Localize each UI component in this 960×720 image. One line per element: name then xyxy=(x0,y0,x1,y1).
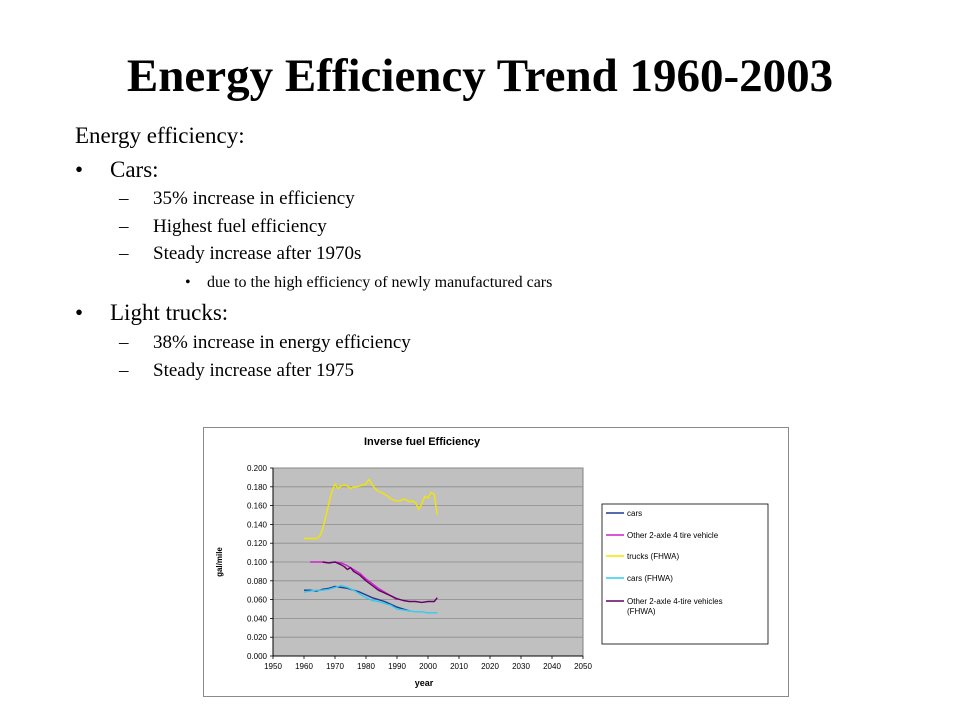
legend-label: cars (FHWA) xyxy=(627,574,673,583)
x-tick-label: 1990 xyxy=(388,662,406,671)
x-tick-label: 2010 xyxy=(450,662,468,671)
y-tick-label: 0.040 xyxy=(247,614,268,623)
bullet-label-light-trucks: Light trucks: xyxy=(110,300,229,325)
series-line-4 xyxy=(303,584,438,614)
x-tick-label: 2040 xyxy=(543,662,561,671)
x-tick-label: 2020 xyxy=(481,662,499,671)
y-tick-label: 0.020 xyxy=(247,633,268,642)
bullet-marker: • xyxy=(185,274,191,291)
y-tick-label: 0.160 xyxy=(247,502,268,511)
chart-title: Inverse fuel Efficiency xyxy=(364,436,481,448)
series-line-5 xyxy=(322,561,438,604)
legend-label: Other 2-axle 4-tire vehicles xyxy=(627,597,723,606)
sub-bullet-text: 35% increase in efficiency xyxy=(153,188,355,209)
y-tick-label: 0.120 xyxy=(247,539,268,548)
y-tick-label: 0.100 xyxy=(247,558,268,567)
y-tick-label: 0.060 xyxy=(247,596,268,605)
sub-bullet-text: Steady increase after 1975 xyxy=(153,360,354,381)
x-tick-label: 1970 xyxy=(326,662,344,671)
chart-frame: Inverse fuel Efficiency 0.000 0.020 0.040 0.… xyxy=(203,427,789,697)
x-tick-label: 1950 xyxy=(264,662,282,671)
sub-bullet-text: Steady increase after 1970s xyxy=(153,243,362,264)
dash-marker: – xyxy=(119,332,129,353)
bullet-marker: • xyxy=(75,300,84,325)
dash-marker: – xyxy=(119,243,129,264)
sub-bullet-text: Highest fuel efficiency xyxy=(153,216,327,237)
bullet-label-cars: Cars: xyxy=(110,157,159,182)
sub-sub-bullet-text: due to the high efficiency of newly manu… xyxy=(207,274,553,291)
y-tick-label: 0.080 xyxy=(247,577,268,586)
x-axis-label: year xyxy=(415,678,434,688)
legend-label: trucks (FHWA) xyxy=(627,552,679,561)
x-tick-label: 1980 xyxy=(357,662,375,671)
intro-text: Energy efficiency: xyxy=(75,123,245,148)
legend-label-cont: (FHWA) xyxy=(627,607,656,616)
dash-marker: – xyxy=(119,188,129,209)
x-tick-label: 2000 xyxy=(419,662,437,671)
y-axis-label: gal/mile xyxy=(215,547,224,577)
x-tick-label: 2050 xyxy=(574,662,592,671)
y-tick-label: 0.200 xyxy=(247,464,268,473)
y-tick-label: 0.180 xyxy=(247,483,268,492)
dash-marker: – xyxy=(119,216,129,237)
legend-box xyxy=(601,503,769,645)
series-line-3 xyxy=(304,478,438,540)
line-chart: Inverse fuel Efficiency 0.000 0.020 0.040 0.… xyxy=(215,436,769,688)
x-tick-label: 2030 xyxy=(512,662,530,671)
y-tick-label: 0.140 xyxy=(247,520,268,529)
legend-label: Other 2-axle 4 tire vehicle xyxy=(627,531,719,540)
slide-title: Energy Efficiency Trend 1960-2003 xyxy=(126,50,834,102)
y-tick-label: 0.000 xyxy=(247,652,268,661)
legend-label: cars xyxy=(627,509,642,518)
dash-marker: – xyxy=(119,360,129,381)
bullet-marker: • xyxy=(75,157,84,182)
x-tick-label: 1960 xyxy=(295,662,313,671)
sub-bullet-text: 38% increase in energy efficiency xyxy=(153,332,411,353)
